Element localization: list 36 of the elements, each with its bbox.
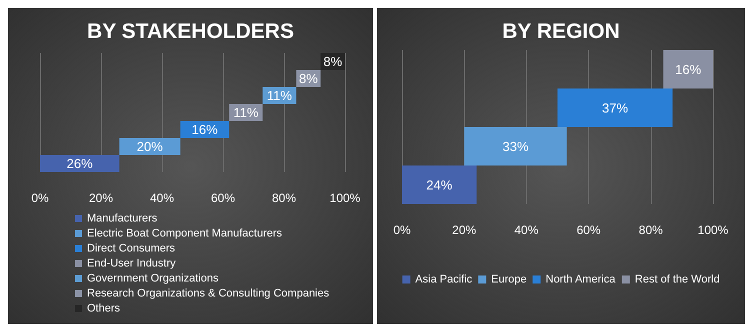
x-tick-label: 100% [698, 223, 729, 237]
data-label: 11% [233, 105, 259, 120]
x-tick-label: 40% [514, 223, 539, 237]
data-label: 20% [136, 139, 164, 154]
x-tick-label: 20% [88, 191, 114, 205]
legend-label: Government Organizations [87, 272, 219, 284]
data-label: 26% [66, 156, 94, 171]
data-label: 16% [192, 122, 218, 137]
x-tick-label: 40% [150, 191, 174, 205]
data-label: 37% [602, 100, 628, 116]
legend-label: North America [546, 274, 616, 286]
data-label: 16% [675, 62, 702, 77]
x-tick-label: 100% [330, 191, 361, 205]
legend-label: Direct Consumers [87, 242, 176, 254]
legend-label: End-User Industry [87, 258, 176, 270]
x-tick-label: 60% [576, 223, 601, 237]
x-tick-label: 80% [638, 223, 664, 237]
x-tick-label: 0% [393, 223, 411, 237]
legend-label: Rest of the World [634, 274, 720, 286]
data-label: 33% [502, 138, 529, 154]
x-tick-label: 60% [210, 191, 236, 205]
data-label: 8% [323, 54, 343, 69]
x-tick-label: 0% [31, 191, 49, 205]
legend-label: Manufacturers [87, 212, 158, 224]
chart-title: BY STAKEHOLDERS [87, 20, 294, 43]
chart-title: BY REGION [502, 20, 620, 43]
legend-label: Europe [491, 274, 527, 286]
data-label: 24% [426, 177, 453, 192]
data-label: 11% [266, 88, 292, 103]
legend-label: Research Organizations & Consulting Companies [87, 288, 330, 300]
legend-label: Others [87, 302, 121, 314]
legend-label: Asia Pacific [415, 274, 473, 286]
data-label: 8% [299, 71, 318, 86]
x-tick-label: 80% [272, 191, 296, 205]
x-tick-label: 20% [452, 223, 477, 237]
legend-label: Electric Boat Component Manufacturers [87, 228, 283, 240]
